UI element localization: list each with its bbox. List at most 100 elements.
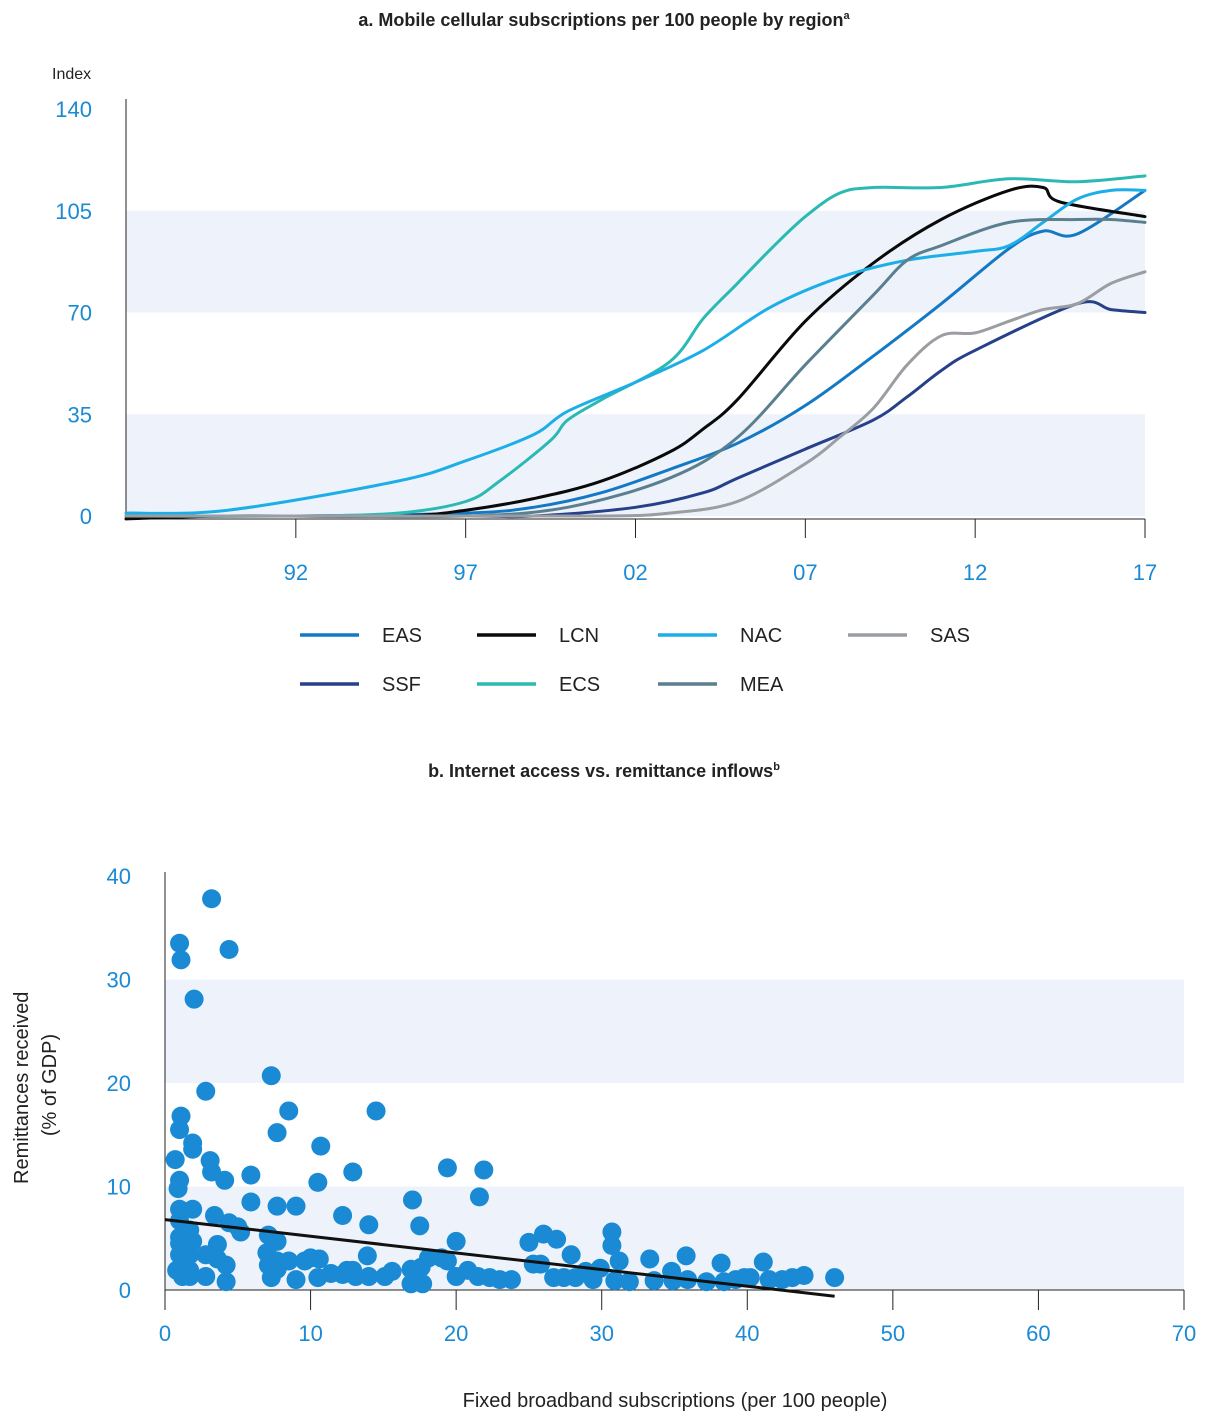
panel-b-trendline (164, 1218, 835, 1298)
panel-b-y-axis-title: Remittances received (% of GDP) (11, 986, 61, 1184)
scatter-point (286, 1270, 306, 1290)
scatter-point (759, 1270, 779, 1290)
panel-b-x-tick-label: 40 (735, 1321, 759, 1346)
scatter-point (753, 1252, 773, 1272)
panel-a-y-tick-label: 35 (68, 402, 92, 427)
scatter-point (216, 1272, 236, 1292)
panel-a-chart: a. Mobile cellular subscriptions per 100… (52, 10, 1157, 696)
scatter-point (180, 1245, 200, 1265)
scatter-point (825, 1268, 845, 1288)
panel-b-points (165, 889, 845, 1294)
scatter-point (413, 1274, 433, 1294)
scatter-point (437, 1251, 457, 1271)
legend-label-lcn: LCN (559, 625, 599, 647)
panel-a-y-tick-label: 0 (80, 504, 92, 529)
scatter-point (231, 1222, 251, 1242)
scatter-point (168, 1179, 188, 1199)
panel-a-band-1 (126, 210, 1145, 313)
panel-b-x-tick-label: 60 (1026, 1321, 1050, 1346)
scatter-point (561, 1245, 581, 1265)
scatter-point (309, 1249, 329, 1269)
scatter-point (676, 1246, 696, 1266)
scatter-point (196, 1267, 216, 1287)
scatter-point (215, 1170, 235, 1190)
legend-label-sas: SAS (930, 625, 970, 647)
scatter-point (267, 1196, 287, 1216)
panel-b-title-superscript: b (773, 761, 780, 773)
legend-label-eas: EAS (382, 625, 422, 647)
scatter-point (531, 1254, 551, 1274)
scatter-point (241, 1192, 261, 1212)
panel-a-x-tick-label: 97 (453, 560, 477, 585)
panel-a-series (124, 174, 1147, 521)
scatter-point (171, 950, 191, 970)
panel-a-y-tick-label: 140 (55, 97, 92, 122)
scatter-point (180, 1267, 200, 1287)
panel-b-x-tick-label: 20 (444, 1321, 468, 1346)
panel-a-x-tick-label: 12 (963, 560, 987, 585)
scatter-point (740, 1268, 760, 1288)
legend-label-nac: NAC (740, 625, 782, 647)
scatter-point (410, 1216, 430, 1236)
scatter-point (402, 1190, 422, 1210)
panel-a-x-tick-label: 02 (623, 560, 647, 585)
panel-b-y-tick-label: 0 (119, 1278, 131, 1303)
panel-b-x-tick-label: 10 (298, 1321, 322, 1346)
panel-a-y-tick-label: 70 (68, 301, 92, 326)
panel-a-y-axis-unit: Index (52, 66, 91, 83)
panel-b-y-tick-label: 30 (107, 968, 131, 993)
scatter-point (359, 1215, 379, 1235)
scatter-point (261, 1268, 281, 1288)
panel-a-y-tick-label: 105 (55, 199, 92, 224)
scatter-point (184, 989, 204, 1009)
panel-b-chart: b. Internet access vs. remittance inflow… (11, 761, 1196, 1412)
panel-a-legend: EAS LCN NAC SAS SSF ECS MEA (300, 625, 970, 696)
panel-b-y-tick-label: 20 (107, 1071, 131, 1096)
scatter-point (279, 1101, 299, 1121)
panel-a-title: a. Mobile cellular subscriptions per 100… (358, 10, 850, 30)
panel-b-y-tick-label: 10 (107, 1175, 131, 1200)
scatter-point (219, 939, 239, 959)
scatter-point (333, 1205, 353, 1225)
scatter-point (501, 1270, 521, 1290)
series-line-nac (124, 188, 1147, 515)
scatter-point (418, 1248, 438, 1268)
scatter-point (295, 1251, 315, 1271)
scatter-point (311, 1136, 331, 1156)
scatter-point (469, 1187, 489, 1207)
panel-b-band-1 (165, 979, 1184, 1083)
panel-a-title-text: a. Mobile cellular subscriptions per 100… (358, 10, 843, 30)
scatter-point (308, 1172, 328, 1192)
scatter-point (183, 1139, 203, 1159)
scatter-point (359, 1267, 379, 1287)
scatter-point (308, 1268, 328, 1288)
scatter-point (609, 1251, 629, 1271)
scatter-point (357, 1246, 377, 1266)
scatter-point (165, 1150, 185, 1170)
scatter-point (183, 1199, 203, 1219)
panel-a-x-tick-label: 17 (1133, 560, 1157, 585)
panel-b-y-axis-title-line2: (% of GDP) (39, 1034, 61, 1136)
scatter-point (204, 1205, 224, 1225)
scatter-point (794, 1266, 814, 1286)
panel-b-x-axis-title: Fixed broadband subscriptions (per 100 p… (463, 1390, 888, 1412)
panel-b-x-tick-label: 50 (881, 1321, 905, 1346)
legend-label-mea: MEA (740, 674, 784, 696)
panel-a-bands (126, 210, 1145, 516)
scatter-point (602, 1222, 622, 1242)
scatter-point (366, 1101, 386, 1121)
scatter-point (446, 1267, 466, 1287)
scatter-point (267, 1123, 287, 1143)
scatter-point (602, 1235, 622, 1255)
scatter-point (241, 1165, 261, 1185)
scatter-point (170, 1120, 190, 1140)
panel-a-title-superscript: a (844, 10, 851, 22)
panel-b-x-tick-label: 70 (1172, 1321, 1196, 1346)
scatter-point (286, 1196, 306, 1216)
panel-a-x-tick-label: 92 (284, 560, 308, 585)
panel-b-y-axis-title-line1: Remittances received (11, 992, 33, 1184)
scatter-point (619, 1272, 639, 1292)
trend-line (164, 1218, 835, 1298)
scatter-point (605, 1271, 625, 1291)
